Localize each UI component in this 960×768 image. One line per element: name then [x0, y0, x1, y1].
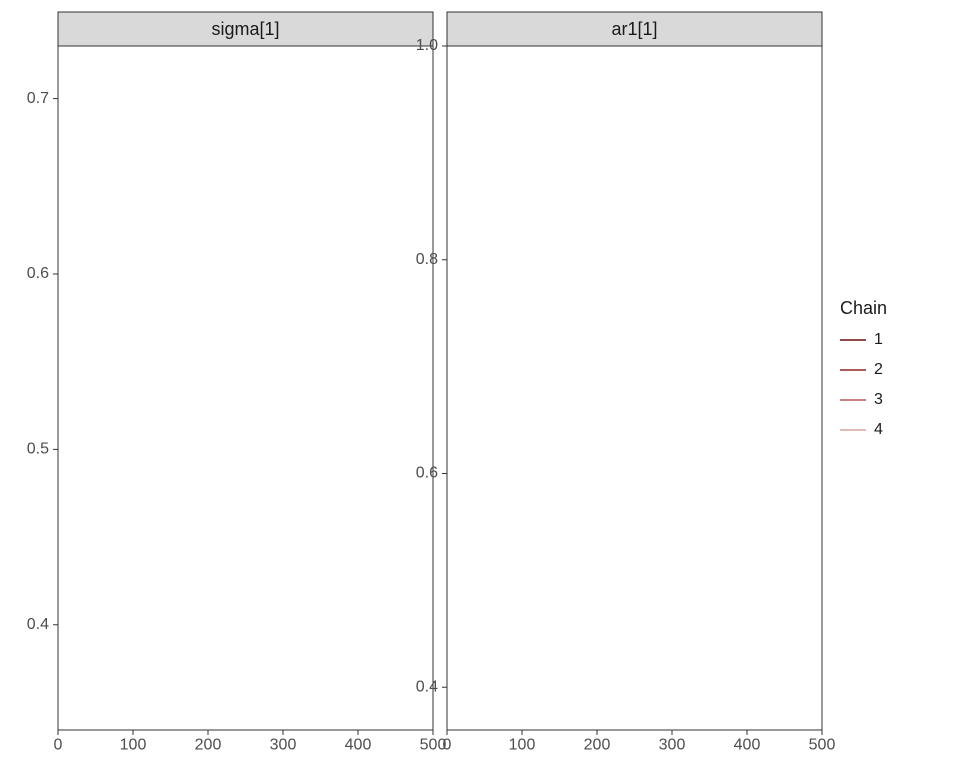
ytick-label: 0.7 — [27, 90, 49, 107]
ytick-label: 0.5 — [27, 441, 49, 458]
xtick-label: 200 — [195, 736, 222, 753]
legend-label-chain-4: 4 — [874, 421, 883, 438]
xtick-label: 400 — [345, 736, 372, 753]
xtick-label: 500 — [809, 736, 836, 753]
ytick-label: 0.4 — [27, 616, 49, 633]
trace-plot-figure: sigma[1] 0 100 200 300 400 500 0.4 0.5 0.6 0.7 ar1[… — [0, 0, 960, 768]
panel-title-sigma1: sigma[1] — [211, 19, 279, 39]
ytick-label: 0.8 — [416, 251, 438, 268]
ytick-label: 0.6 — [27, 265, 49, 282]
legend-label-chain-2: 2 — [874, 361, 883, 378]
xtick-label: 300 — [270, 736, 297, 753]
xtick-label: 0 — [443, 736, 452, 753]
xtick-label: 400 — [734, 736, 761, 753]
legend-title: Chain — [840, 298, 887, 318]
ytick-label: 0.4 — [416, 678, 438, 695]
xtick-label: 100 — [509, 736, 536, 753]
chart-root: sigma[1] 0 100 200 300 400 500 0.4 0.5 0.6 0.7 ar1[… — [0, 0, 960, 768]
legend-label-chain-3: 3 — [874, 391, 883, 408]
legend-label-chain-1: 1 — [874, 331, 883, 348]
legend: Chain 1 2 3 4 — [840, 298, 887, 438]
ytick-label: 0.6 — [416, 465, 438, 482]
panel-title-ar1_1: ar1[1] — [611, 19, 657, 39]
panel-border-ar1_1 — [447, 46, 822, 730]
xtick-label: 0 — [54, 736, 63, 753]
panel-border-sigma1 — [58, 46, 433, 730]
xtick-label: 200 — [584, 736, 611, 753]
xtick-label: 100 — [120, 736, 147, 753]
ytick-label: 1.0 — [416, 37, 438, 54]
xtick-label: 300 — [659, 736, 686, 753]
